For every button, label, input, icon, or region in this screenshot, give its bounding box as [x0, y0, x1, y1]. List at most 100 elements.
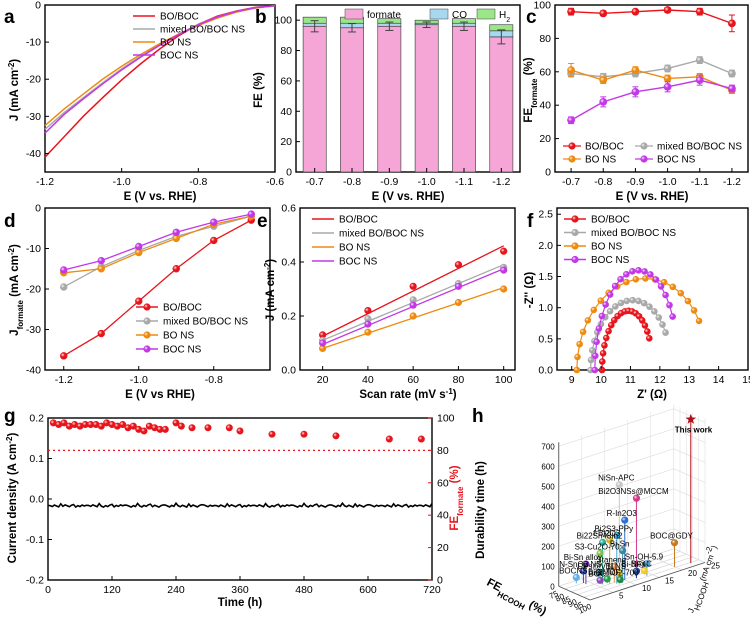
- fe-point: [385, 435, 393, 443]
- data-point: BOC: [588, 569, 606, 584]
- y-tick-label: -30: [26, 111, 41, 123]
- data-point: [652, 276, 660, 283]
- legend-label: BOC NS: [657, 155, 696, 166]
- data-point: Bi-Sn alloy: [564, 553, 602, 585]
- y-tick-label: 0: [35, 203, 41, 215]
- data-point: [364, 307, 372, 315]
- x-tick-label: -0.7: [306, 176, 324, 188]
- legend-entry: mixed BO/BOC NS: [136, 317, 248, 328]
- point-label: Sn-OH-5.9: [625, 553, 664, 562]
- data-point: [662, 291, 669, 299]
- legend-entry: formate: [344, 8, 401, 21]
- grid-line: [558, 528, 674, 567]
- y-tick-label: -40: [26, 365, 41, 377]
- x-tick-label: -1.0: [659, 176, 677, 188]
- y-tick-label: 0.0: [281, 365, 296, 377]
- data-point: [623, 297, 631, 305]
- y-tick-label: -20: [26, 74, 41, 86]
- point-label: Stanene: [596, 556, 626, 565]
- point-label: Bi-NFs: [621, 560, 645, 569]
- legend-entry: BOC NS: [564, 255, 630, 266]
- grid-line: [673, 548, 706, 563]
- fe-point: [268, 430, 276, 438]
- point-marker: [579, 567, 588, 575]
- y-tick-label: 300: [541, 522, 555, 531]
- fe-point: [225, 424, 233, 432]
- data-point: [602, 334, 610, 342]
- panel-label: a: [4, 7, 15, 28]
- data-point: [695, 76, 704, 85]
- x-axis-label: Scan rate (mV s-1): [359, 387, 456, 402]
- plot-frame: [554, 4, 749, 173]
- panel-b: b -0.7 -0.8 -0.9 -1.0 -1.1 -1.2 0 20 40 60 80 100 E (…: [253, 4, 521, 203]
- data-point: [599, 97, 608, 106]
- panel-f: f 9 10 11 12 13 14 15 0.0 0.5 1.0 1.5 2.0 2.5 Z' (Ω) -Z…: [524, 207, 750, 401]
- legend-swatch: [344, 8, 364, 20]
- plot-frame: [556, 207, 749, 371]
- legend-swatch: [476, 8, 496, 20]
- data-point: Bi22Sn48In2: [577, 531, 623, 585]
- x-tick-label: 40: [362, 374, 374, 386]
- fe-point: [140, 427, 148, 435]
- legend-marker: [143, 317, 151, 325]
- point-marker: [643, 560, 651, 568]
- series-line: [570, 79, 733, 121]
- legend-entry: mixed BO/BOC NS: [312, 229, 424, 240]
- data-point: [602, 301, 609, 308]
- grid-line: [673, 448, 706, 463]
- point-marker: [632, 567, 641, 575]
- data-point: BOCNS: [559, 566, 588, 584]
- bar-formate: [340, 27, 364, 173]
- legend-label: BO NS: [160, 38, 191, 49]
- plot-frame: [299, 207, 516, 371]
- y-tick-label: 600: [541, 462, 555, 471]
- panel-label: h: [472, 406, 484, 427]
- point-label: BOCNS: [559, 566, 587, 575]
- series-line: [570, 69, 733, 91]
- data-point: [642, 275, 649, 282]
- point-marker: [596, 576, 604, 584]
- data-point: Stanene: [596, 556, 627, 583]
- fe-point: [92, 420, 100, 428]
- y-tick-label: -10: [26, 37, 41, 49]
- panel-c: c -0.7 -0.8 -0.9 -1.0 -1.1 -1.2 0 20 40 60 80 100 E (…: [523, 0, 749, 203]
- legend-marker: [640, 142, 648, 150]
- y-tick-label: 0.4: [281, 257, 296, 269]
- legend-swatch: [429, 8, 449, 20]
- data-point: Bi2O3NSs@MCCM: [598, 487, 669, 579]
- data-point: [60, 283, 68, 291]
- data-point: [623, 278, 630, 286]
- data-point: [669, 283, 677, 291]
- x-tick-label: -1.0: [130, 374, 148, 386]
- point-label: Bi NS: [606, 562, 626, 571]
- legend-marker: [143, 303, 151, 311]
- x-tick-label: -1.2: [492, 176, 510, 188]
- point-label: NiSn-APC: [598, 474, 635, 483]
- y-tick-label: 100: [533, 0, 551, 12]
- x-tick-label: -1.2: [55, 374, 73, 386]
- x-tick-label: 100: [495, 374, 513, 386]
- data-point: Bi-TiO2-700: [596, 569, 639, 584]
- panel-label: b: [255, 7, 267, 28]
- y-tick-label: 60: [280, 75, 292, 87]
- x-tick-label: 12: [654, 374, 666, 386]
- data-point: [172, 265, 180, 273]
- legend-marker: [571, 215, 579, 223]
- x-tick-label: 95: [573, 600, 585, 612]
- y-axis-label: J (mA cm-2): [263, 259, 278, 321]
- grid-line: [583, 559, 699, 598]
- data-point: [598, 366, 606, 374]
- data-point: [663, 74, 672, 83]
- data-point: [172, 234, 180, 243]
- grid-line: [673, 428, 706, 443]
- x-tick-label: -0.6: [266, 176, 284, 188]
- grid-line: [558, 448, 674, 487]
- data-point: [591, 352, 599, 360]
- data-point: [662, 329, 669, 336]
- x-axis-label: Time (h): [218, 597, 263, 609]
- data-point: [631, 87, 640, 96]
- legend-entry: BO NS: [563, 155, 616, 166]
- axis-line: [558, 585, 591, 601]
- data-point: [567, 7, 575, 16]
- legend-label: BO NS: [591, 242, 622, 253]
